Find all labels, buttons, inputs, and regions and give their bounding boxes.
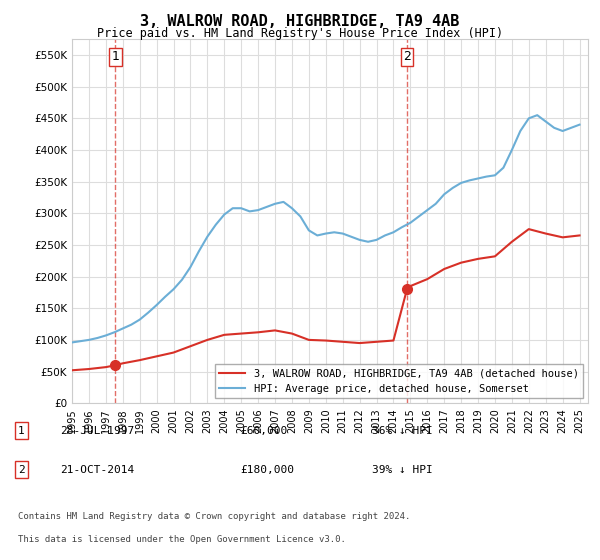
Text: This data is licensed under the Open Government Licence v3.0.: This data is licensed under the Open Gov… [18,535,346,544]
Text: 1: 1 [112,50,119,63]
Text: 1: 1 [18,426,25,436]
Text: £60,000: £60,000 [240,426,287,436]
Text: 21-OCT-2014: 21-OCT-2014 [60,465,134,475]
Legend: 3, WALROW ROAD, HIGHBRIDGE, TA9 4AB (detached house), HPI: Average price, detach: 3, WALROW ROAD, HIGHBRIDGE, TA9 4AB (det… [215,365,583,398]
Text: £180,000: £180,000 [240,465,294,475]
Text: 39% ↓ HPI: 39% ↓ HPI [372,465,433,475]
Text: 2: 2 [18,465,25,475]
Text: 3, WALROW ROAD, HIGHBRIDGE, TA9 4AB: 3, WALROW ROAD, HIGHBRIDGE, TA9 4AB [140,14,460,29]
Text: Price paid vs. HM Land Registry's House Price Index (HPI): Price paid vs. HM Land Registry's House … [97,27,503,40]
Text: Contains HM Land Registry data © Crown copyright and database right 2024.: Contains HM Land Registry data © Crown c… [18,512,410,521]
Text: 28-JUL-1997: 28-JUL-1997 [60,426,134,436]
Text: 36% ↓ HPI: 36% ↓ HPI [372,426,433,436]
Text: 2: 2 [403,50,411,63]
